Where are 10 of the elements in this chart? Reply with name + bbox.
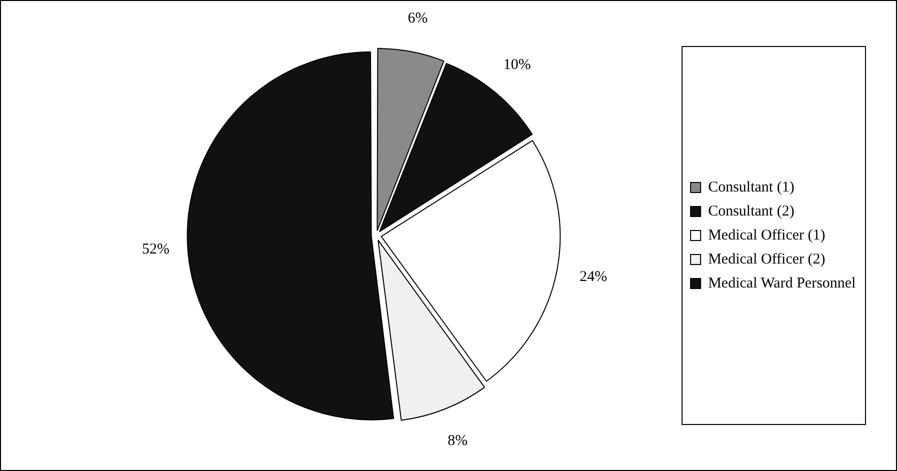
data-label: 52% [142,241,170,258]
data-label: 10% [503,57,531,74]
legend-label: Medical Officer (2) [708,251,826,268]
data-label: 8% [448,432,468,449]
data-label: 6% [408,10,428,26]
legend-label: Consultant (2) [708,203,794,220]
legend-label: Medical Officer (1) [708,227,826,244]
legend-label: Medical Ward Personnel [708,275,856,292]
legend-label: Consultant (1) [708,179,794,196]
data-label: 24% [580,268,608,285]
